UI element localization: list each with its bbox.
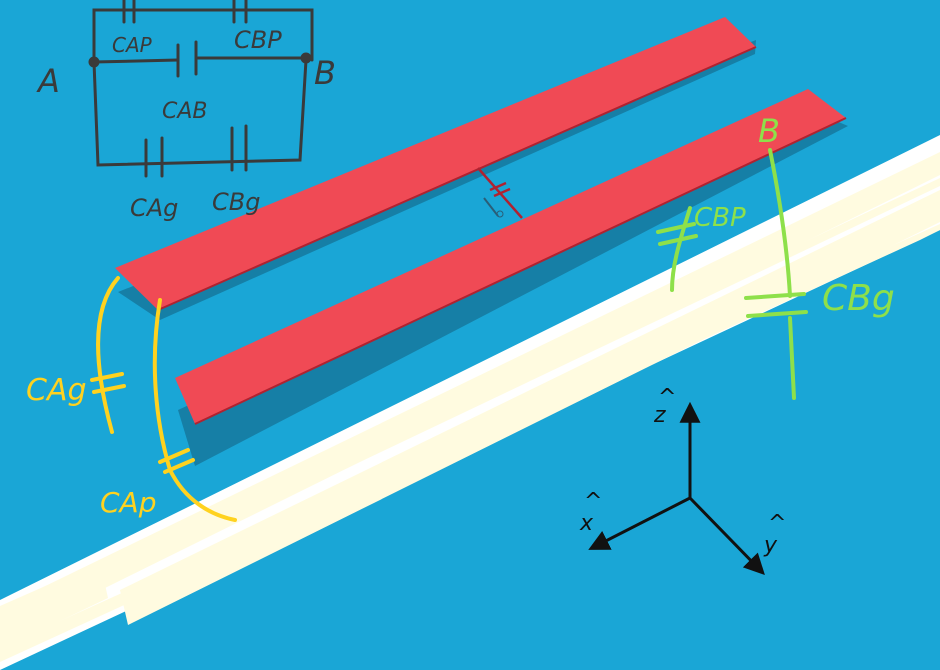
plate-b-shadow: [178, 115, 848, 466]
plate-b-edge: [194, 117, 847, 425]
annotation-cap-bp: CBP: [694, 203, 746, 233]
inter-plate-capacitor: [477, 167, 523, 219]
coordinate-axes: [588, 401, 765, 576]
axis-z-hat: ^: [658, 385, 676, 410]
plate-a-edge: [157, 46, 757, 311]
axis-y-label: y: [763, 533, 778, 558]
axis-x-arrow: [588, 496, 691, 550]
annotation-cap-bg: CBg: [822, 278, 895, 319]
axis-x-hat: ^: [584, 489, 602, 514]
schematic-cap-ap: CAP: [112, 33, 153, 57]
yellow-annotations: [90, 276, 237, 522]
schematic-cap-ab: CAB: [162, 99, 208, 124]
schematic-node-a: A: [36, 62, 60, 100]
schematic-node-b: B: [314, 54, 336, 92]
annotation-cap-ap: CAp: [100, 486, 156, 519]
schematic: [88, 0, 314, 178]
annotation-cap-ag: CAg: [26, 373, 87, 408]
axis-y-hat: ^: [768, 511, 786, 536]
axis-z-label: z: [653, 403, 666, 428]
green-annotations: [656, 148, 808, 400]
schematic-cap-bp: CBP: [234, 26, 282, 54]
plate-b: [175, 89, 846, 424]
substrate: [0, 135, 940, 670]
schematic-cap-bg: CBg: [212, 188, 260, 216]
annotation-node-b: B: [758, 112, 780, 150]
schematic-cap-ag: CAg: [130, 194, 178, 222]
axis-y-arrow: [688, 496, 765, 576]
axis-x-label: x: [579, 511, 594, 536]
plate-a: [115, 17, 756, 310]
